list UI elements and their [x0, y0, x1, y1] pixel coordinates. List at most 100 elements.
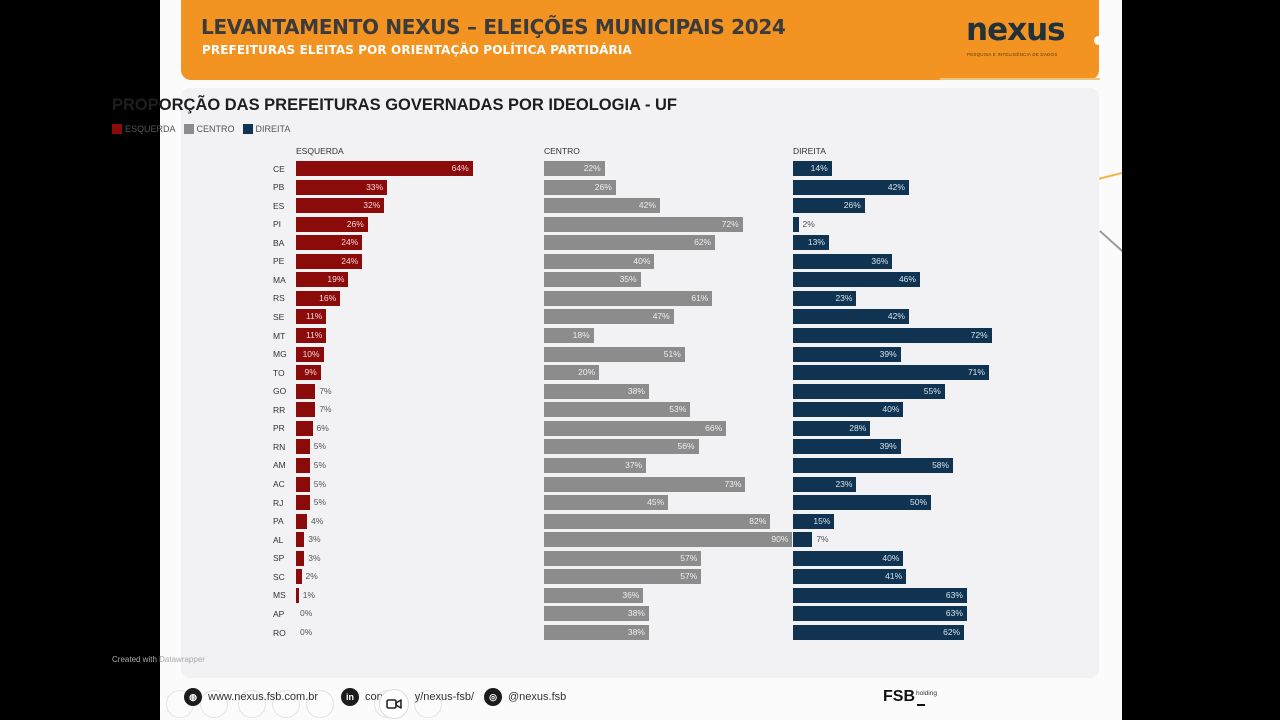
header-banner: LEVANTAMENTO NEXUS – ELEIÇÕES MUNICIPAIS… [181, 0, 1103, 80]
legend-swatch-esquerda [112, 124, 122, 134]
value-label-centro-ba: 62% [694, 237, 712, 248]
bar-esquerda-pb [296, 179, 388, 195]
row-label-sc: SC [273, 571, 285, 582]
value-label-esquerda-al: 3% [308, 534, 321, 545]
row-label-rn: RN [273, 441, 286, 452]
bar-centro-al [544, 532, 793, 548]
row-label-es: ES [273, 200, 285, 211]
value-label-direita-ms: 63% [945, 589, 963, 600]
value-label-esquerda-rn: 5% [313, 441, 327, 452]
nexus-logo-tagline: PESQUISA E INTELIGÊNCIA DE DADOS [967, 52, 1058, 57]
value-label-centro-se: 47% [652, 311, 670, 322]
pen-tool-button[interactable] [238, 690, 266, 718]
row-label-rr: RR [273, 404, 286, 415]
value-label-centro-pe: 40% [633, 255, 651, 266]
row-label-pa: PA [273, 516, 284, 527]
value-label-esquerda-rs: 16% [319, 292, 337, 303]
slides-grid-button[interactable] [272, 690, 300, 718]
bar-direita-ma [793, 272, 920, 288]
bar-esquerda-am [296, 457, 310, 473]
value-label-centro-sp: 57% [680, 552, 698, 563]
row-label-to: TO [273, 367, 285, 378]
bar-esquerda-es [296, 198, 385, 214]
value-label-direita-rs: 23% [835, 292, 853, 303]
value-label-esquerda-es: 32% [363, 200, 381, 211]
row-label-ms: MS [273, 590, 286, 601]
bar-esquerda-pa [296, 513, 308, 529]
value-label-esquerda-am: 5% [313, 459, 327, 470]
bar-centro-pb [544, 179, 616, 195]
value-label-centro-ms: 36% [622, 589, 640, 600]
value-label-direita-pb: 42% [887, 181, 905, 192]
bar-centro-sc [544, 569, 702, 585]
value-label-centro-rj: 45% [647, 497, 665, 508]
pointer-tool-button[interactable] [200, 690, 228, 718]
bar-direita-pi [793, 216, 799, 232]
bar-centro-ac [544, 476, 746, 492]
value-label-direita-pe: 36% [871, 255, 889, 266]
value-label-direita-ap: 63% [945, 608, 963, 619]
value-label-centro-ce: 22% [583, 163, 601, 173]
value-label-centro-rs: 61% [691, 292, 709, 303]
row-label-ac: AC [273, 479, 285, 490]
bar-direita-ba [793, 235, 829, 251]
bar-direita-al [793, 532, 813, 548]
decorative-line [940, 78, 1100, 80]
bar-esquerda-al [296, 532, 305, 548]
row-label-sp: SP [273, 553, 285, 564]
value-label-esquerda-rj: 5% [313, 497, 327, 508]
bar-centro-rj [544, 495, 669, 511]
value-label-esquerda-to: 9% [304, 367, 317, 378]
chart-title: PROPORÇÃO DAS PREFEITURAS GOVERNADAS POR… [112, 96, 678, 114]
decorative-line [1099, 230, 1122, 253]
footer-linkedin[interactable]: in con y/nexus-fsb/ [341, 688, 474, 706]
bar-centro-to [544, 365, 600, 381]
zoom-button[interactable] [306, 690, 334, 718]
value-label-direita-es: 26% [843, 200, 861, 211]
panel-header-centro: CENTRO [544, 146, 580, 156]
bar-esquerda-go [296, 383, 316, 399]
footer-website[interactable]: ◍ www.nexus.fsb.com.br [184, 688, 318, 706]
row-label-mt: MT [273, 330, 286, 341]
bar-esquerda-pe [296, 253, 363, 269]
more-options-button[interactable] [414, 690, 442, 718]
bar-direita-es [793, 198, 865, 214]
bar-direita-rn [793, 439, 901, 455]
bar-direita-rj [793, 495, 931, 511]
value-label-direita-ro: 62% [943, 627, 961, 637]
value-label-esquerda-mg: 10% [302, 348, 320, 359]
value-label-esquerda-go: 7% [319, 385, 332, 396]
row-label-am: AM [273, 460, 286, 471]
camera-toggle-button[interactable] [379, 689, 409, 719]
bar-direita-ro [793, 625, 965, 640]
value-label-esquerda-pr: 6% [316, 422, 329, 433]
nexus-logo-dot [1094, 36, 1103, 45]
chart-credit: Created with Datawrapper [112, 655, 205, 664]
value-label-centro-ro: 38% [627, 627, 645, 637]
footer-linkedin-text-start: con [365, 691, 383, 703]
bar-centro-ro [544, 625, 649, 640]
header-subtitle: PREFEITURAS ELEITAS POR ORIENTAÇÃO POLÍT… [202, 43, 632, 57]
value-label-esquerda-se: 11% [305, 311, 323, 322]
value-label-esquerda-ma: 19% [327, 274, 345, 285]
bar-centro-ba [544, 235, 716, 251]
bar-esquerda-rj [296, 495, 310, 511]
globe-icon: ◍ [184, 688, 202, 706]
value-label-direita-mt: 72% [970, 330, 988, 341]
footer-linkedin-text-end: y/nexus-fsb/ [414, 691, 475, 703]
row-label-pe: PE [273, 256, 285, 267]
chart-legend: ESQUERDA CENTRO DIREITA [112, 124, 290, 134]
value-label-esquerda-pi: 26% [346, 218, 364, 229]
value-label-centro-go: 38% [627, 385, 645, 396]
bar-esquerda-mg [296, 346, 324, 362]
bar-centro-pa [544, 513, 771, 529]
value-label-direita-go: 55% [923, 385, 941, 396]
value-label-direita-pi: 2% [802, 218, 815, 229]
nexus-logo: nexus [966, 12, 1066, 48]
value-label-centro-rr: 53% [669, 404, 687, 415]
value-label-esquerda-pb: 33% [366, 181, 384, 192]
value-label-centro-ac: 73% [724, 478, 742, 489]
bar-centro-sp [544, 550, 702, 566]
footer-instagram[interactable]: ◎ @nexus.fsb [484, 688, 566, 706]
footer-website-text: www.nexus.fsb.com.br [208, 691, 319, 703]
